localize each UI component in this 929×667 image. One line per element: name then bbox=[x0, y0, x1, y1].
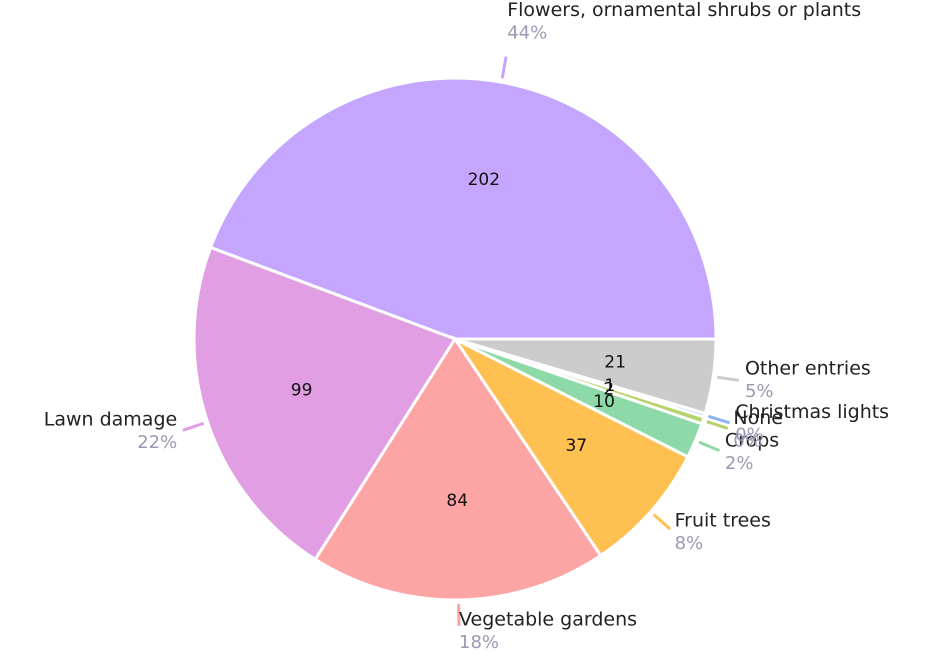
category-label: Crops bbox=[725, 429, 779, 451]
category-label: Flowers, ornamental shrubs or plants bbox=[507, 0, 861, 21]
category-label: Lawn damage bbox=[44, 409, 177, 431]
leader-line bbox=[706, 420, 729, 430]
leader-line bbox=[717, 375, 740, 382]
value-label: 21 bbox=[604, 352, 626, 372]
category-label: None bbox=[733, 407, 783, 429]
percent-label: 5% bbox=[745, 381, 774, 402]
percent-label: 18% bbox=[459, 632, 499, 653]
percent-label: 8% bbox=[675, 533, 704, 554]
percent-label: 44% bbox=[507, 23, 547, 44]
leader-line bbox=[708, 414, 730, 425]
pie-slice bbox=[208, 76, 718, 341]
pie-slice bbox=[192, 245, 458, 562]
pie-slice bbox=[313, 336, 603, 602]
leader-line bbox=[652, 513, 672, 531]
percent-label: 22% bbox=[137, 432, 177, 453]
value-label: 1 bbox=[604, 376, 615, 396]
pie-slice bbox=[454, 337, 718, 416]
leader-line bbox=[698, 440, 720, 453]
leader-line bbox=[182, 421, 205, 432]
category-label: Christmas lights bbox=[735, 401, 889, 423]
value-label: 2 bbox=[603, 379, 614, 399]
pie-slice bbox=[450, 335, 690, 558]
category-label: Fruit trees bbox=[675, 509, 771, 531]
value-label: 202 bbox=[468, 170, 500, 190]
category-label: Vegetable gardens bbox=[459, 608, 637, 630]
leader-line bbox=[500, 56, 508, 79]
value-label: 99 bbox=[291, 380, 313, 400]
value-label: 84 bbox=[446, 491, 468, 511]
category-label: Other entries bbox=[745, 358, 871, 380]
percent-label: 2% bbox=[725, 453, 754, 474]
percent-label: 0% bbox=[735, 425, 764, 446]
value-label: 10 bbox=[593, 392, 615, 412]
percent-label: 0% bbox=[733, 430, 762, 451]
value-label: 37 bbox=[565, 436, 587, 456]
